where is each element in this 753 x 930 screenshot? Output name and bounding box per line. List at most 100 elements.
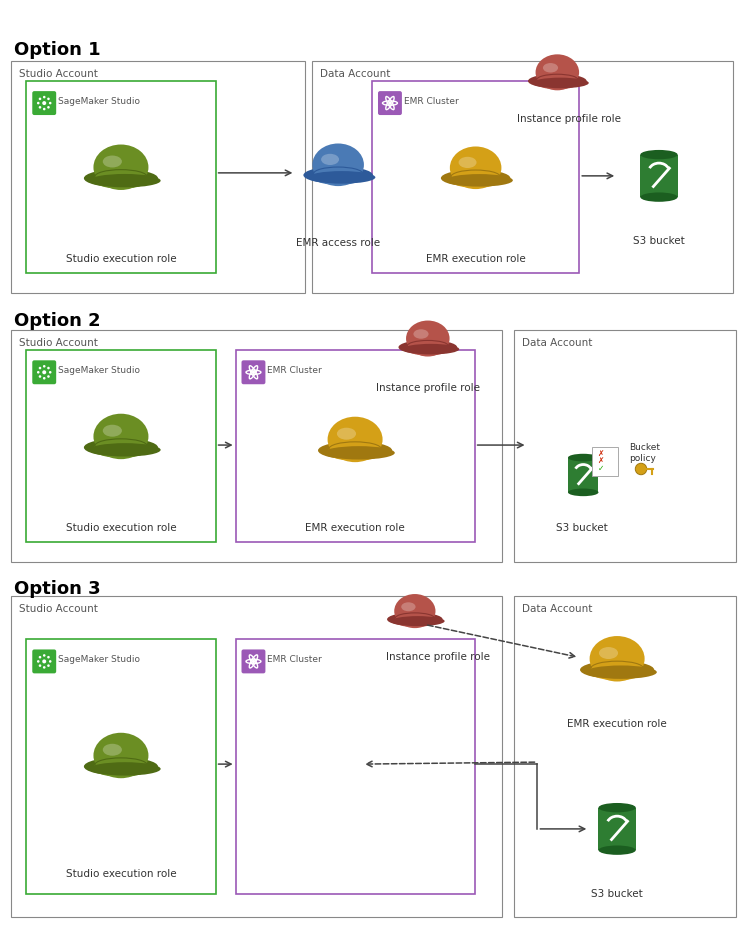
FancyBboxPatch shape	[32, 649, 56, 673]
Text: ✓: ✓	[597, 464, 604, 473]
Text: Data Account: Data Account	[320, 69, 391, 79]
Ellipse shape	[102, 744, 122, 756]
Ellipse shape	[599, 647, 618, 659]
Ellipse shape	[532, 77, 589, 88]
FancyBboxPatch shape	[378, 91, 402, 115]
FancyBboxPatch shape	[640, 154, 678, 197]
Circle shape	[42, 370, 46, 374]
Bar	[372, 81, 579, 272]
Text: S3 bucket: S3 bucket	[591, 889, 643, 898]
Bar	[236, 351, 474, 542]
Bar	[11, 61, 305, 293]
Ellipse shape	[398, 340, 457, 354]
Text: Studio Account: Studio Account	[20, 604, 98, 614]
Text: EMR execution role: EMR execution role	[425, 254, 526, 263]
Circle shape	[47, 656, 50, 658]
Circle shape	[49, 371, 51, 374]
Ellipse shape	[406, 341, 450, 355]
Circle shape	[38, 106, 41, 109]
Ellipse shape	[395, 614, 435, 627]
Text: S3 bucket: S3 bucket	[633, 235, 684, 246]
Circle shape	[636, 463, 647, 474]
Ellipse shape	[303, 166, 373, 183]
Ellipse shape	[401, 603, 416, 611]
Text: EMR access role: EMR access role	[296, 238, 380, 247]
Ellipse shape	[568, 488, 599, 497]
Ellipse shape	[535, 54, 579, 90]
Ellipse shape	[89, 444, 160, 457]
Ellipse shape	[387, 613, 443, 626]
Circle shape	[38, 375, 41, 378]
Ellipse shape	[406, 321, 450, 356]
Ellipse shape	[446, 174, 513, 187]
Circle shape	[252, 370, 255, 374]
Text: EMR Cluster: EMR Cluster	[267, 365, 322, 375]
Ellipse shape	[590, 662, 645, 681]
Ellipse shape	[93, 440, 148, 458]
Circle shape	[47, 106, 50, 109]
Circle shape	[37, 101, 40, 104]
FancyBboxPatch shape	[32, 91, 56, 115]
Circle shape	[38, 366, 41, 369]
Text: Data Account: Data Account	[523, 604, 593, 614]
FancyBboxPatch shape	[599, 807, 636, 850]
Ellipse shape	[84, 757, 158, 776]
Ellipse shape	[84, 438, 158, 457]
Text: SageMaker Studio: SageMaker Studio	[58, 365, 140, 375]
Text: ✗: ✗	[597, 457, 604, 465]
Ellipse shape	[89, 763, 160, 776]
FancyBboxPatch shape	[242, 360, 265, 384]
Text: Instance profile role: Instance profile role	[517, 114, 621, 124]
Ellipse shape	[102, 425, 122, 437]
Bar	[26, 640, 215, 894]
Circle shape	[38, 98, 41, 100]
Ellipse shape	[640, 193, 678, 202]
Ellipse shape	[402, 344, 459, 354]
Ellipse shape	[395, 594, 435, 628]
Circle shape	[43, 666, 45, 669]
Ellipse shape	[391, 616, 444, 626]
Ellipse shape	[93, 144, 148, 190]
Ellipse shape	[585, 666, 657, 679]
Bar	[312, 61, 733, 293]
Ellipse shape	[599, 845, 636, 855]
Ellipse shape	[441, 169, 511, 187]
Text: EMR Cluster: EMR Cluster	[404, 97, 459, 106]
Ellipse shape	[323, 446, 395, 459]
Ellipse shape	[450, 171, 501, 188]
Text: Studio Account: Studio Account	[20, 339, 98, 349]
FancyBboxPatch shape	[568, 458, 599, 492]
Circle shape	[38, 656, 41, 658]
Text: Studio execution role: Studio execution role	[66, 254, 176, 263]
Circle shape	[42, 101, 46, 105]
Ellipse shape	[312, 143, 364, 186]
Ellipse shape	[89, 174, 160, 187]
Text: Data Account: Data Account	[523, 339, 593, 349]
Circle shape	[37, 371, 40, 374]
Bar	[11, 595, 501, 917]
Text: S3 bucket: S3 bucket	[556, 523, 608, 533]
Ellipse shape	[308, 171, 375, 183]
Text: SageMaker Studio: SageMaker Studio	[58, 97, 140, 106]
Ellipse shape	[599, 803, 636, 812]
Ellipse shape	[413, 329, 428, 339]
Ellipse shape	[93, 759, 148, 777]
Text: Instance profile role: Instance profile role	[376, 383, 480, 393]
Bar	[26, 351, 215, 542]
Ellipse shape	[568, 454, 599, 461]
Circle shape	[43, 108, 45, 111]
Circle shape	[43, 654, 45, 657]
Bar	[514, 330, 736, 562]
Circle shape	[38, 664, 41, 667]
Circle shape	[37, 660, 40, 663]
Text: Studio execution role: Studio execution role	[66, 869, 176, 879]
Ellipse shape	[328, 443, 383, 461]
Text: EMR execution role: EMR execution role	[305, 523, 405, 533]
Ellipse shape	[450, 147, 501, 189]
Bar	[236, 640, 474, 894]
Circle shape	[49, 660, 51, 663]
Text: Studio Account: Studio Account	[20, 69, 98, 79]
Text: EMR Cluster: EMR Cluster	[267, 655, 322, 664]
Circle shape	[43, 377, 45, 379]
Bar	[514, 595, 736, 917]
